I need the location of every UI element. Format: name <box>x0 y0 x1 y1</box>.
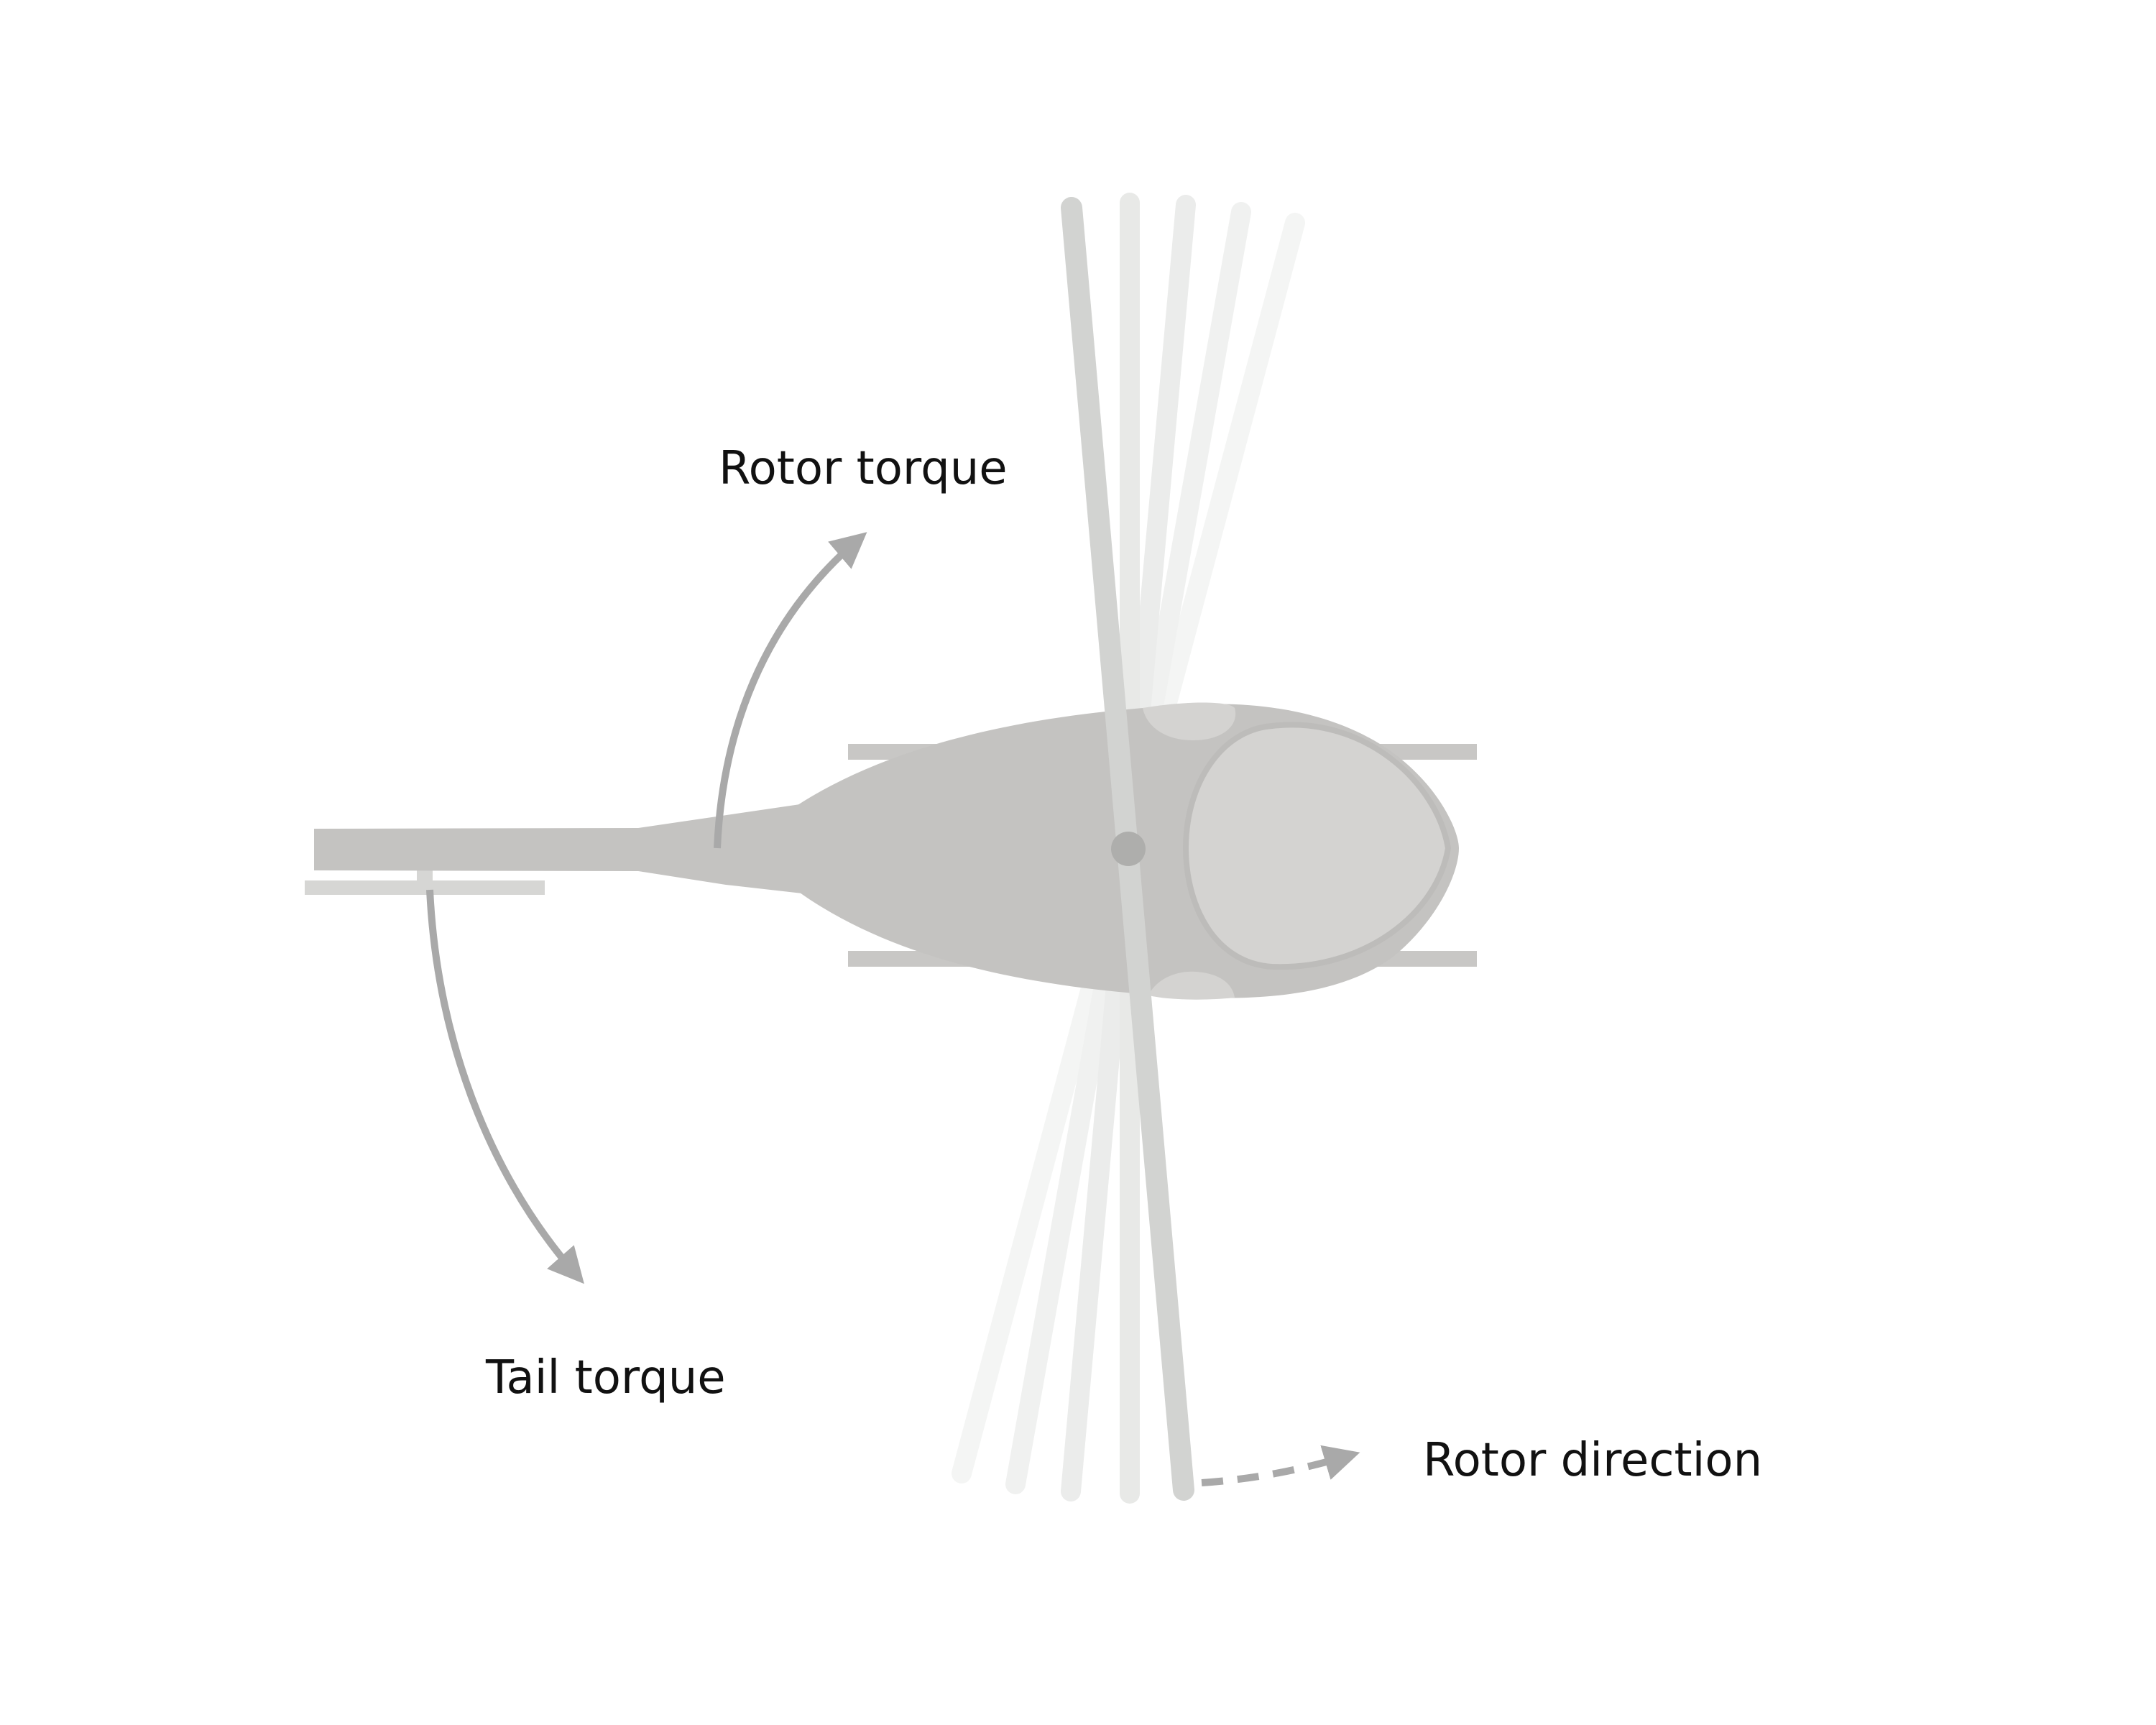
tail-torque-label: Tail torque <box>486 1351 726 1404</box>
rotor-hub <box>1111 832 1146 866</box>
rotor-direction-label: Rotor direction <box>1423 1434 1763 1487</box>
canopy-window-top <box>1143 702 1236 740</box>
canopy-window-bottom <box>1148 971 1235 1000</box>
canopy <box>1182 722 1452 970</box>
rotor-direction-arrow <box>1201 1445 1360 1486</box>
tail-boom <box>314 804 808 894</box>
tail-rotor <box>305 866 545 895</box>
rotor-torque-label: Rotor torque <box>719 442 1008 495</box>
tail-rotor-hub <box>417 866 433 888</box>
rotor-torque-arrow <box>714 532 867 849</box>
tail-torque-arrow <box>426 889 584 1284</box>
